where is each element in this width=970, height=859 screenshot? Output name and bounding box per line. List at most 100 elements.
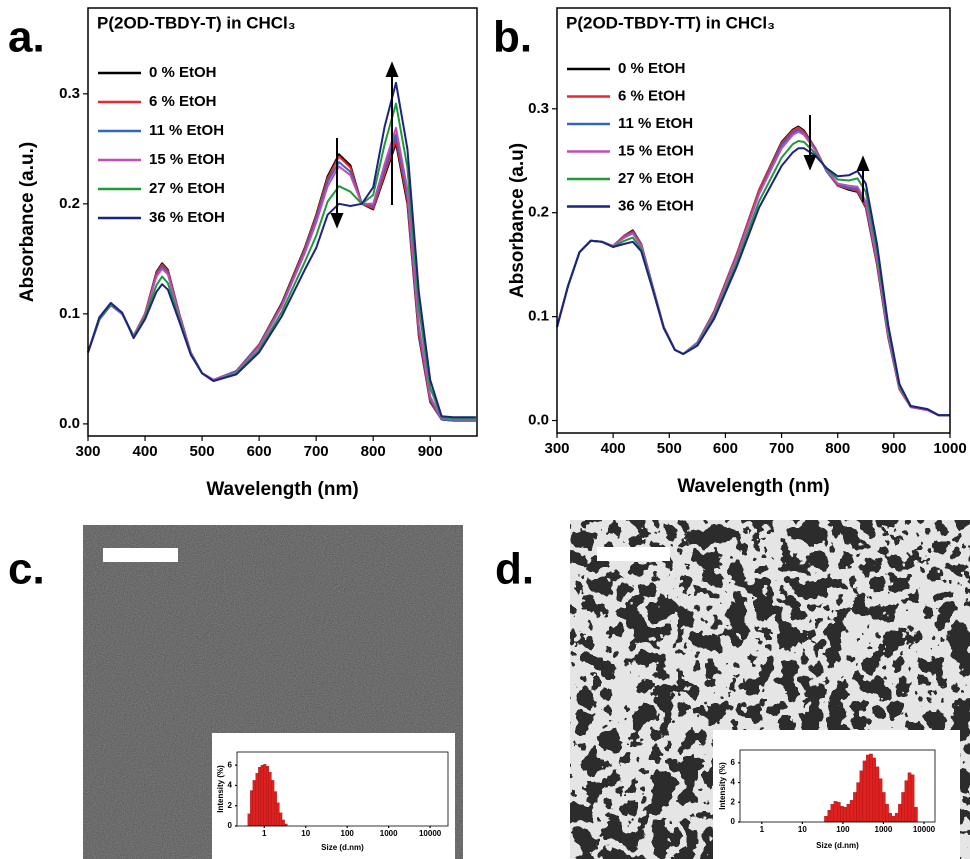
histogram-bar <box>281 819 285 827</box>
chart-title: P(2OD-TBDY-TT) in CHCl₃ <box>566 13 775 32</box>
y-tick-label: 4 <box>731 778 736 787</box>
x-tick-label: 10000 <box>913 825 936 834</box>
histogram-bar <box>276 802 280 827</box>
y-tick-label: 0.1 <box>59 305 80 322</box>
arrows <box>330 61 870 229</box>
x-tick-label: 1000 <box>933 440 966 457</box>
legend-label: 27 % EtOH <box>618 170 694 187</box>
x-tick-label: 100 <box>341 829 355 838</box>
y-tick-label: 0 <box>228 821 233 830</box>
y-tick-label: 6 <box>731 758 736 767</box>
y-tick-label: 0.2 <box>59 195 80 212</box>
x-tick-label: 700 <box>769 440 794 457</box>
histogram-bar <box>279 812 283 827</box>
histogram-bar <box>904 780 909 823</box>
histogram-bar <box>837 802 841 823</box>
legend-label: 11 % EtOH <box>618 115 693 132</box>
histogram-bar <box>862 760 867 823</box>
histogram-bar <box>247 813 251 827</box>
legend-label: 6 % EtOH <box>149 93 217 110</box>
legend-label: 0 % EtOH <box>618 60 686 77</box>
data-line <box>87 126 476 421</box>
histogram-bar <box>878 778 883 823</box>
x-tick-label: 10 <box>798 825 807 834</box>
histogram-bar <box>273 791 277 827</box>
x-tick-label: 1000 <box>380 829 398 838</box>
x-tick-label: 800 <box>361 443 386 460</box>
x-axis-label: Size (d.nm) <box>816 841 859 850</box>
legend-label: 15 % EtOH <box>149 151 225 168</box>
plot-frame <box>87 7 478 437</box>
histogram-bar <box>268 772 272 827</box>
y-tick-label: 0.1 <box>528 308 549 325</box>
histogram-bar <box>856 782 860 823</box>
x-tick-label: 500 <box>190 443 215 460</box>
x-tick-label: 800 <box>825 440 850 457</box>
data-line <box>87 81 476 419</box>
data-line <box>556 147 950 417</box>
legend-label: 27 % EtOH <box>149 180 225 197</box>
x-tick-label: 1000 <box>875 825 893 834</box>
histogram-bar <box>907 772 912 823</box>
histogram-bar <box>875 766 880 823</box>
histogram-bar <box>872 757 876 823</box>
x-tick-label: 300 <box>75 443 100 460</box>
arrow-head <box>856 155 870 171</box>
histogram-bar <box>827 810 831 823</box>
x-tick-label: 300 <box>544 440 569 457</box>
arrow-head <box>330 213 344 229</box>
data-line <box>556 125 950 417</box>
data-line <box>556 128 950 417</box>
data-line <box>87 102 476 420</box>
histogram-bar <box>901 792 905 823</box>
x-tick-label: 600 <box>713 440 738 457</box>
inset-background <box>713 730 960 859</box>
scale-bar <box>597 547 670 561</box>
y-tick-label: 6 <box>228 760 233 769</box>
legend-label: 0 % EtOH <box>149 64 217 81</box>
x-tick-label: 10000 <box>419 829 442 838</box>
legend-label: 11 % EtOH <box>149 122 224 139</box>
histogram-bar <box>263 764 267 827</box>
x-tick-label: 900 <box>881 440 906 457</box>
histogram-bar <box>853 792 857 823</box>
x-tick-label: 1 <box>262 829 267 838</box>
histogram-bar <box>866 754 870 823</box>
panel-label: d. <box>495 545 534 594</box>
y-axis-label: Intensity (%) <box>718 762 727 810</box>
x-tick-label: 100 <box>836 825 850 834</box>
y-tick-label: 0.3 <box>59 85 80 102</box>
histogram-bar <box>260 765 264 827</box>
arrow-head <box>803 155 817 171</box>
y-axis-label: Absorbance (a.u) <box>507 143 528 298</box>
data-line <box>556 126 950 417</box>
y-tick-label: 4 <box>228 781 233 790</box>
panel-label: a. <box>8 13 45 62</box>
histogram-bar <box>885 804 889 823</box>
legend-label: 15 % EtOH <box>618 142 694 159</box>
histogram-bar <box>859 770 864 823</box>
x-tick-label: 900 <box>418 443 443 460</box>
data-line <box>556 130 950 417</box>
arrow-head <box>385 61 399 77</box>
plot-frame <box>556 7 951 434</box>
x-axis-label: Size (d.nm) <box>321 843 364 852</box>
histogram-bar <box>869 753 873 823</box>
y-tick-label: 0 <box>731 817 736 826</box>
histogram-bar <box>910 774 915 823</box>
scale-bar <box>103 548 178 562</box>
y-tick-label: 0.0 <box>528 411 549 428</box>
histogram-bar <box>882 792 886 823</box>
legend-label: 6 % EtOH <box>618 87 686 104</box>
y-axis-label: Intensity (%) <box>216 765 225 813</box>
y-tick-label: 2 <box>731 797 736 806</box>
plot-frame <box>236 751 449 827</box>
y-tick-label: 0.0 <box>59 415 80 432</box>
x-tick-label: 400 <box>601 440 626 457</box>
y-tick-label: 2 <box>228 801 233 810</box>
x-tick-label: 1 <box>760 825 765 834</box>
x-tick-label: 600 <box>247 443 272 460</box>
histogram-bar <box>843 807 847 823</box>
histogram-bar <box>252 780 256 827</box>
